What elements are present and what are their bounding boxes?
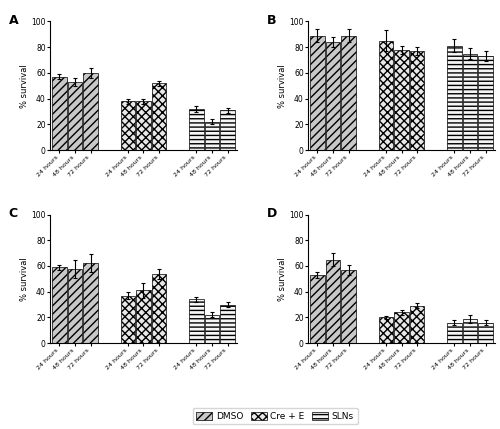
Bar	[378, 317, 393, 343]
Y-axis label: % survival: % survival	[20, 257, 28, 301]
Bar	[310, 275, 324, 343]
Bar	[205, 315, 219, 343]
Bar	[310, 36, 324, 150]
Bar	[189, 299, 204, 343]
Bar	[478, 323, 493, 343]
Bar	[326, 260, 340, 343]
Bar	[220, 305, 235, 343]
Bar	[478, 56, 493, 150]
Bar	[68, 82, 82, 150]
Bar	[342, 270, 356, 343]
Bar	[152, 83, 166, 150]
Bar	[394, 312, 408, 343]
Text: D: D	[267, 207, 277, 220]
Bar	[52, 77, 66, 150]
Bar	[342, 36, 356, 150]
Bar	[326, 42, 340, 150]
Bar	[136, 290, 150, 343]
Y-axis label: % survival: % survival	[278, 64, 286, 108]
Bar	[410, 51, 424, 150]
Bar	[447, 46, 462, 150]
Bar	[447, 323, 462, 343]
Bar	[84, 263, 98, 343]
Bar	[120, 296, 135, 343]
Bar	[205, 122, 219, 150]
Text: A: A	[9, 14, 18, 27]
Bar	[410, 306, 424, 343]
Bar	[220, 110, 235, 150]
Bar	[463, 54, 477, 150]
Y-axis label: % survival: % survival	[278, 257, 286, 301]
Y-axis label: % survival: % survival	[20, 64, 28, 108]
Bar	[463, 319, 477, 343]
Text: B: B	[267, 14, 276, 27]
Bar	[52, 267, 66, 343]
Bar	[68, 269, 82, 343]
Bar	[189, 109, 204, 150]
Bar	[136, 101, 150, 150]
Bar	[378, 41, 393, 150]
Bar	[120, 101, 135, 150]
Bar	[394, 50, 408, 150]
Bar	[84, 73, 98, 150]
Text: C: C	[9, 207, 18, 220]
Bar	[152, 274, 166, 343]
Legend: DMSO, Cre + E, SLNs: DMSO, Cre + E, SLNs	[192, 408, 358, 424]
